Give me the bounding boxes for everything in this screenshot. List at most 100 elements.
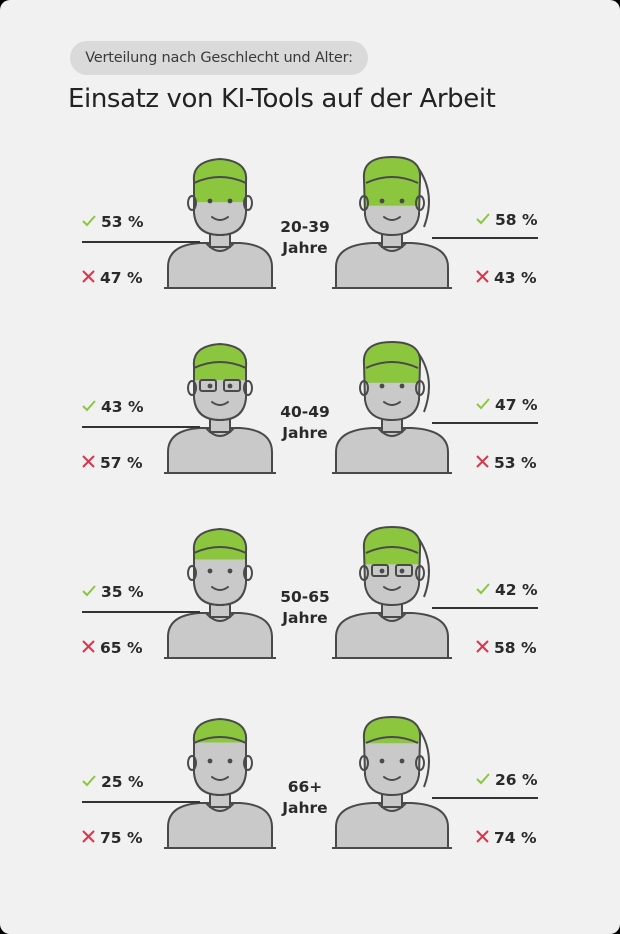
hair-line [193, 176, 247, 184]
check-icon [82, 583, 96, 601]
mouth [211, 776, 229, 781]
body-shape [167, 242, 273, 289]
body-shape [167, 427, 273, 474]
male-no-stat: 65 % [82, 639, 143, 657]
age-group-line: 40-49 [280, 403, 330, 421]
head-green [363, 157, 421, 206]
eye-left [207, 198, 213, 204]
hair-line [365, 361, 419, 369]
ear-right [415, 380, 425, 396]
mouth [383, 776, 401, 781]
female-figure-3 [332, 525, 452, 659]
head-outline [362, 715, 422, 797]
male-figure-2 [164, 342, 276, 474]
female-no-stat: 74 % [476, 829, 537, 847]
eye-left [379, 758, 385, 764]
ponytail [418, 538, 430, 598]
eye-right [399, 383, 405, 389]
hair-line [365, 736, 419, 744]
age-group-line: Jahre [282, 424, 328, 442]
stat-value: 75 % [100, 829, 143, 847]
check-icon [82, 213, 96, 231]
cross-icon [82, 454, 95, 472]
male-yes-stat: 43 % [82, 398, 144, 416]
stat-value: 53 % [101, 213, 144, 231]
female-yes-stat: 58 % [476, 211, 538, 229]
check-icon [476, 211, 490, 229]
hair-line [365, 176, 419, 184]
ear-left [187, 565, 197, 581]
ear-left [359, 195, 369, 211]
ear-right [243, 565, 253, 581]
female-yes-stat: 42 % [476, 581, 538, 599]
eye-left [379, 568, 385, 574]
stat-value: 58 % [495, 211, 538, 229]
cross-icon [82, 829, 95, 847]
age-group-line: Jahre [282, 799, 328, 817]
eye-left [379, 198, 385, 204]
female-divider-line [432, 237, 538, 239]
collar [377, 612, 407, 622]
head-green [193, 529, 247, 560]
cross-icon [476, 269, 489, 287]
cross-icon [476, 639, 489, 657]
glasses-right [395, 564, 413, 577]
page-title: Einsatz von KI-Tools auf der Arbeit [68, 84, 496, 114]
male-yes-stat: 53 % [82, 213, 144, 231]
male-divider-line [82, 241, 200, 243]
ear-left [187, 380, 197, 396]
male-divider-line [82, 426, 200, 428]
subtitle: Verteilung nach Geschlecht und Alter: [85, 50, 353, 66]
cross-icon [476, 829, 489, 847]
eye-left [207, 758, 213, 764]
female-divider-line [432, 422, 538, 424]
male-figure-4 [164, 717, 276, 849]
male-yes-stat: 35 % [82, 583, 144, 601]
head-outline [362, 525, 422, 607]
age-group-label: 20-39 Jahre [260, 217, 350, 259]
stat-value: 43 % [101, 398, 144, 416]
hair-line [365, 546, 419, 554]
stat-value: 43 % [494, 269, 537, 287]
cross-icon [82, 639, 95, 657]
mouth [383, 216, 401, 221]
ear-left [187, 195, 197, 211]
cross-icon [82, 269, 95, 287]
ear-left [187, 755, 197, 771]
female-no-stat: 53 % [476, 454, 537, 472]
eye-left [207, 383, 213, 389]
body-shape [335, 802, 449, 849]
mouth [383, 401, 401, 406]
female-yes-stat: 47 % [476, 396, 538, 414]
ponytail [418, 168, 430, 228]
eye-left [207, 568, 213, 574]
stat-value: 35 % [101, 583, 144, 601]
female-divider-line [432, 797, 538, 799]
eye-right [227, 758, 233, 764]
stat-value: 65 % [100, 639, 143, 657]
ponytail [418, 353, 430, 413]
stat-value: 57 % [100, 454, 143, 472]
ponytail [418, 728, 430, 788]
male-no-stat: 75 % [82, 829, 143, 847]
check-icon [476, 581, 490, 599]
age-group-line: 50-65 [280, 588, 330, 606]
collar [377, 427, 407, 437]
collar [205, 802, 235, 812]
eye-right [399, 758, 405, 764]
female-figure-1 [332, 155, 452, 289]
ear-right [415, 755, 425, 771]
ear-right [243, 755, 253, 771]
collar [377, 802, 407, 812]
body-shape [335, 242, 449, 289]
male-figure-3 [164, 527, 276, 659]
age-group-line: 20-39 [280, 218, 330, 236]
female-no-stat: 43 % [476, 269, 537, 287]
male-figure-1 [164, 157, 276, 289]
age-group-label: 50-65 Jahre [260, 587, 350, 629]
age-group-line: Jahre [282, 609, 328, 627]
head-green [193, 159, 247, 203]
head-outline [362, 155, 422, 237]
head-green [363, 527, 421, 565]
